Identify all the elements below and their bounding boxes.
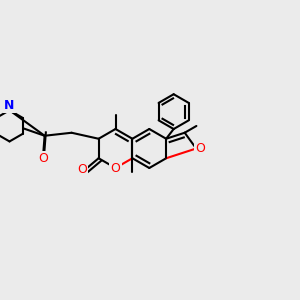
Text: O: O (77, 163, 87, 176)
Text: N: N (4, 99, 15, 112)
Text: O: O (38, 152, 48, 165)
Text: O: O (196, 142, 206, 155)
Text: O: O (111, 161, 120, 175)
